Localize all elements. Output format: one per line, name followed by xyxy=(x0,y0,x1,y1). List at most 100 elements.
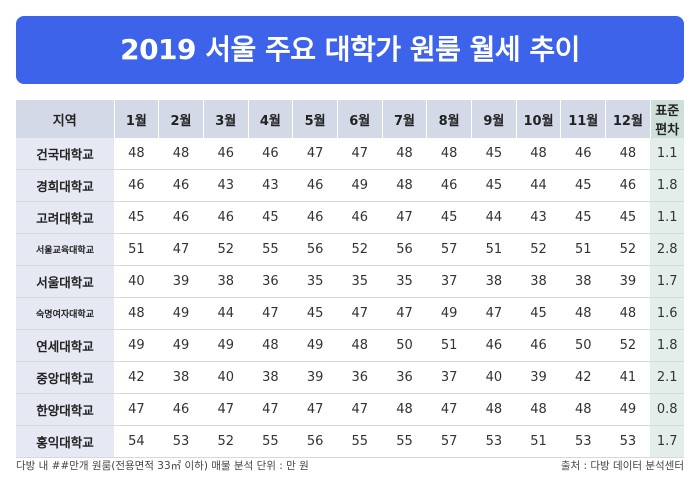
rent-value-cell: 50 xyxy=(560,329,606,362)
rent-value-cell: 47 xyxy=(337,138,383,170)
column-header-month: 8월 xyxy=(426,100,472,138)
rent-table: 지역 1월 2월 3월 4월 5월 6월 7월 8월 9월 10월 11월 12월 표준편차 건국대학교 4… xyxy=(16,100,685,458)
rent-value-cell: 49 xyxy=(114,329,159,362)
rent-value-cell: 47 xyxy=(248,393,293,426)
rent-value-cell: 52 xyxy=(203,425,249,458)
rent-value-cell: 56 xyxy=(382,233,427,266)
rent-value-cell: 47 xyxy=(292,393,338,426)
region-cell: 서울대학교 xyxy=(16,265,114,298)
region-cell: 홍익대학교 xyxy=(16,425,114,458)
region-cell: 한양대학교 xyxy=(16,393,114,426)
region-cell: 고려대학교 xyxy=(16,201,114,234)
rent-value-cell: 44 xyxy=(516,169,561,202)
rent-value-cell: 36 xyxy=(337,361,383,394)
table-row: 연세대학교 49 49 49 48 49 48 50 51 46 46 50 52 1.8 xyxy=(16,329,685,362)
rent-value-cell: 52 xyxy=(605,233,651,266)
rent-value-cell: 43 xyxy=(516,201,561,234)
rent-value-cell: 45 xyxy=(560,201,606,234)
rent-value-cell: 38 xyxy=(471,265,517,298)
rent-value-cell: 46 xyxy=(158,169,204,202)
rent-value-cell: 39 xyxy=(516,361,561,394)
rent-value-cell: 53 xyxy=(560,425,606,458)
column-header-month: 12월 xyxy=(605,100,651,138)
rent-value-cell: 48 xyxy=(560,393,606,426)
table-row: 홍익대학교 54 53 52 55 56 55 55 57 53 51 53 53 1.7 xyxy=(16,425,685,458)
table-body: 건국대학교 48 48 46 46 47 47 48 48 45 48 46 48 1.1 경희대학교 46 4… xyxy=(16,138,685,458)
rent-value-cell: 47 xyxy=(292,138,338,170)
rent-value-cell: 49 xyxy=(337,169,383,202)
rent-value-cell: 47 xyxy=(471,297,517,330)
rent-value-cell: 45 xyxy=(516,297,561,330)
table-row: 경희대학교 46 46 43 43 46 49 48 46 45 44 45 46 1.8 xyxy=(16,169,685,202)
rent-value-cell: 55 xyxy=(248,233,293,266)
column-header-month: 4월 xyxy=(248,100,294,138)
footer-source: 출처 : 다방 데이터 분석센터 xyxy=(560,460,684,472)
page-title: 2019 서울 주요 대학가 원룸 월세 추이 xyxy=(16,16,684,84)
rent-value-cell: 46 xyxy=(158,201,204,234)
rent-value-cell: 42 xyxy=(560,361,606,394)
column-header-std-dev: 표준편차 xyxy=(650,100,685,138)
rent-value-cell: 53 xyxy=(471,425,517,458)
rent-value-cell: 40 xyxy=(471,361,517,394)
rent-value-cell: 47 xyxy=(337,297,383,330)
std-dev-cell: 1.1 xyxy=(650,138,685,170)
rent-value-cell: 52 xyxy=(605,329,651,362)
rent-value-cell: 45 xyxy=(471,138,517,170)
rent-value-cell: 49 xyxy=(158,329,204,362)
column-header-month: 10월 xyxy=(516,100,562,138)
table-row: 서울대학교 40 39 38 36 35 35 35 37 38 38 38 39 1.7 xyxy=(16,265,685,298)
rent-value-cell: 35 xyxy=(382,265,427,298)
rent-value-cell: 41 xyxy=(605,361,651,394)
rent-value-cell: 39 xyxy=(605,265,651,298)
rent-value-cell: 49 xyxy=(605,393,651,426)
rent-value-cell: 45 xyxy=(114,201,159,234)
rent-value-cell: 47 xyxy=(382,297,427,330)
rent-value-cell: 45 xyxy=(248,201,293,234)
rent-value-cell: 49 xyxy=(203,329,249,362)
table-header-row: 지역 1월 2월 3월 4월 5월 6월 7월 8월 9월 10월 11월 12월 표준편차 xyxy=(16,100,685,138)
rent-value-cell: 51 xyxy=(560,233,606,266)
rent-value-cell: 55 xyxy=(382,425,427,458)
table-row: 서울교육대학교 51 47 52 55 56 52 56 57 51 52 51 52 2.8 xyxy=(16,233,685,266)
rent-value-cell: 48 xyxy=(248,329,293,362)
rent-value-cell: 37 xyxy=(426,361,472,394)
rent-value-cell: 56 xyxy=(292,233,338,266)
rent-value-cell: 35 xyxy=(337,265,383,298)
rent-value-cell: 55 xyxy=(248,425,293,458)
rent-value-cell: 48 xyxy=(382,138,427,170)
rent-value-cell: 43 xyxy=(203,169,249,202)
rent-value-cell: 55 xyxy=(337,425,383,458)
table-row: 고려대학교 45 46 46 45 46 46 47 45 44 43 45 45 1.1 xyxy=(16,201,685,234)
table-row: 건국대학교 48 48 46 46 47 47 48 48 45 48 46 48 1.1 xyxy=(16,138,685,170)
rent-value-cell: 46 xyxy=(292,169,338,202)
rent-value-cell: 40 xyxy=(203,361,249,394)
rent-value-cell: 39 xyxy=(158,265,204,298)
rent-value-cell: 54 xyxy=(114,425,159,458)
rent-value-cell: 46 xyxy=(203,201,249,234)
rent-value-cell: 47 xyxy=(114,393,159,426)
rent-value-cell: 46 xyxy=(471,329,517,362)
rent-value-cell: 48 xyxy=(158,138,204,170)
data-table-container: 지역 1월 2월 3월 4월 5월 6월 7월 8월 9월 10월 11월 12월 표준편차 건국대학교 4… xyxy=(16,100,685,458)
region-cell: 숙명여자대학교 xyxy=(16,297,114,330)
rent-value-cell: 42 xyxy=(114,361,159,394)
rent-value-cell: 46 xyxy=(605,169,651,202)
column-header-month: 2월 xyxy=(158,100,204,138)
rent-value-cell: 47 xyxy=(337,393,383,426)
rent-value-cell: 45 xyxy=(292,297,338,330)
rent-value-cell: 48 xyxy=(605,297,651,330)
std-dev-cell: 1.6 xyxy=(650,297,685,330)
rent-value-cell: 46 xyxy=(560,138,606,170)
table-row: 숙명여자대학교 48 49 44 47 45 47 47 49 47 45 48 48 1.6 xyxy=(16,297,685,330)
rent-value-cell: 46 xyxy=(337,201,383,234)
rent-value-cell: 46 xyxy=(292,201,338,234)
rent-value-cell: 37 xyxy=(426,265,472,298)
rent-value-cell: 38 xyxy=(203,265,249,298)
rent-value-cell: 46 xyxy=(158,393,204,426)
column-header-region: 지역 xyxy=(16,100,115,138)
rent-value-cell: 47 xyxy=(203,393,249,426)
rent-value-cell: 47 xyxy=(248,297,293,330)
rent-value-cell: 48 xyxy=(560,297,606,330)
rent-value-cell: 53 xyxy=(158,425,204,458)
rent-value-cell: 52 xyxy=(516,233,561,266)
